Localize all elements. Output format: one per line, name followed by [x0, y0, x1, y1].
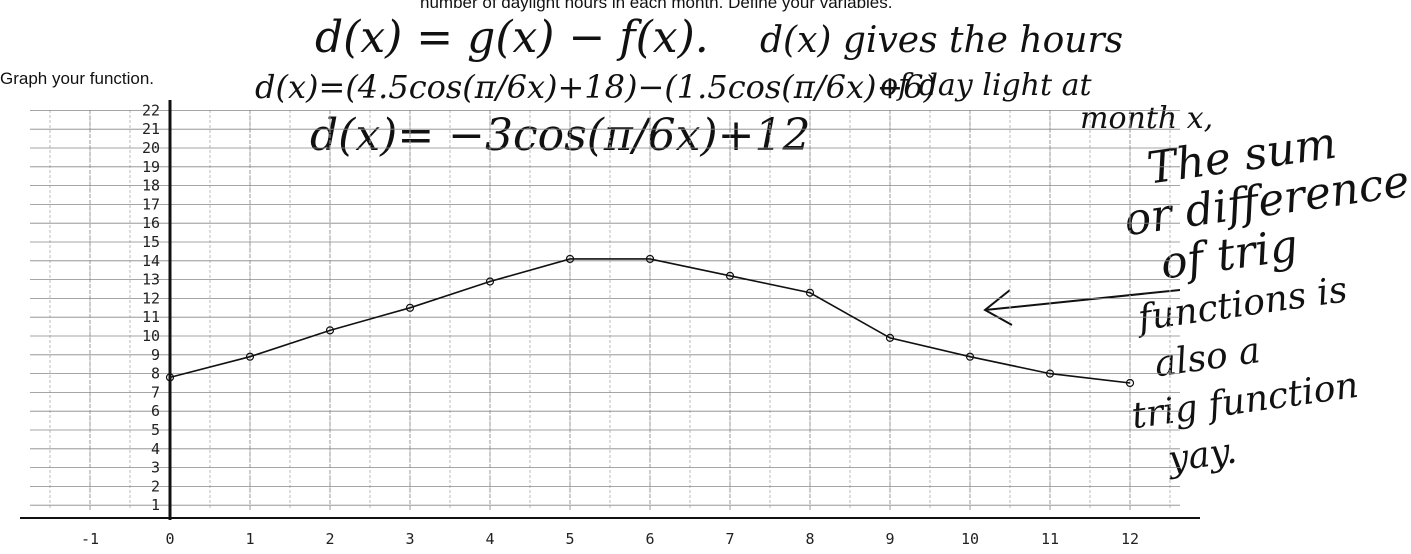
y-tick-label: 1 — [151, 496, 160, 514]
note-line: yay. — [1163, 430, 1239, 480]
y-tick-label: 11 — [142, 308, 160, 326]
point — [565, 254, 575, 264]
x-tick-label: 12 — [1121, 530, 1139, 548]
handwriting: of day light at — [880, 68, 1092, 103]
point — [965, 352, 975, 361]
x-tick-label: 6 — [645, 530, 654, 548]
arrow — [984, 289, 1181, 311]
point — [325, 326, 335, 335]
point — [725, 271, 735, 280]
y-tick-label: 3 — [151, 459, 160, 477]
point — [405, 303, 415, 312]
x-tick-label: 7 — [725, 530, 734, 548]
y-tick-label: 16 — [142, 214, 160, 232]
x-tick-label: 11 — [1041, 530, 1059, 548]
y-tick-label: 22 — [142, 101, 160, 119]
x-tick-label: 1 — [245, 530, 254, 548]
y-tick-label: 17 — [142, 195, 160, 213]
handwriting: d(x) gives the hours — [760, 20, 1123, 61]
x-tick-label: -1 — [81, 530, 99, 548]
y-tick-label: 8 — [151, 365, 160, 383]
y-tick-label: 18 — [142, 177, 160, 195]
y-tick-label: 9 — [151, 346, 160, 364]
y-tick-label: 2 — [151, 477, 160, 495]
x-tick-label: 8 — [805, 530, 814, 548]
x-tick-label: 4 — [485, 530, 494, 548]
y-tick-label: 12 — [142, 289, 160, 307]
point — [1125, 378, 1135, 388]
y-tick-label: 20 — [142, 139, 160, 157]
y-tick-label: 15 — [142, 233, 160, 251]
graph: -1 0 1 2 3 4 5 6 7 8 9 10 11 122221201918171615141312… — [20, 100, 1200, 548]
curve — [169, 258, 1131, 384]
x-tick-label: 5 — [565, 530, 574, 548]
x-tick-label: 2 — [325, 530, 334, 548]
y-tick-label: 10 — [142, 327, 160, 345]
handwriting: d(x) = g(x) − f(x). — [315, 12, 709, 63]
y-tick-label: 7 — [151, 383, 160, 401]
handwriting: d(x)=(4.5cos(π/6x)+18)−(1.5cos(π/6x)+6) — [255, 68, 936, 106]
point — [165, 373, 175, 382]
y-tick-label: 6 — [151, 402, 160, 420]
arrow-head — [983, 289, 1013, 326]
y-tick-label: 21 — [142, 120, 160, 138]
handwriting: d(x)= −3cos(π/6x)+12 — [310, 110, 810, 161]
point — [485, 277, 495, 286]
instruction: Graph your function. — [0, 69, 154, 88]
y-tick-label: 13 — [142, 271, 160, 289]
x-tick-label: 10 — [961, 530, 979, 548]
x-tick-label: 3 — [405, 530, 414, 548]
y-tick-label: 14 — [142, 252, 160, 270]
y-tick-label: 19 — [142, 158, 160, 176]
point — [805, 288, 815, 297]
handwriting: month x, — [1080, 101, 1213, 136]
point — [245, 352, 255, 361]
x-tick-label: 9 — [885, 530, 894, 548]
point — [645, 254, 655, 264]
point — [1045, 369, 1055, 378]
y-tick-label: 4 — [151, 440, 160, 458]
x-tick-label: 0 — [165, 530, 174, 548]
prompt: number of daylight hours in each month. … — [420, 0, 892, 12]
point — [885, 333, 895, 342]
y-tick-label: 5 — [151, 421, 160, 439]
note-line: also a — [1152, 330, 1263, 385]
